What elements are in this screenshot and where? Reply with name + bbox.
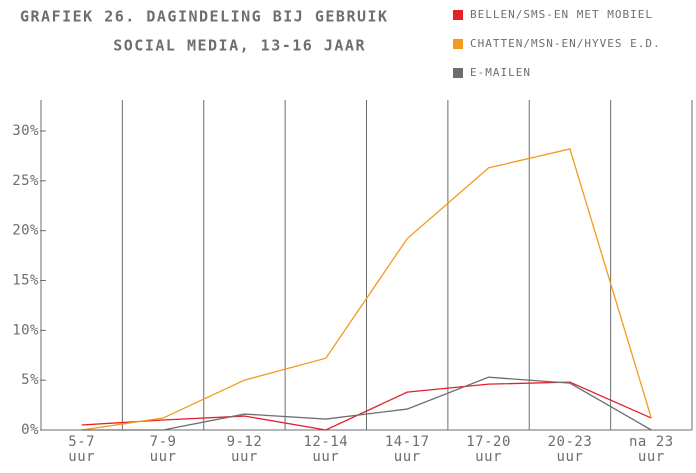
x-tick-label: na 23 uur: [629, 434, 674, 465]
legend-label: E-MAILEN: [470, 66, 531, 79]
legend-label: CHATTEN/MSN-EN/HYVES E.D.: [470, 37, 661, 50]
y-tick-label: 5%: [21, 372, 39, 388]
legend-label: BELLEN/SMS-EN MET MOBIEL: [470, 8, 653, 21]
y-tick-label: 15%: [12, 273, 39, 289]
legend-swatch: [453, 10, 463, 20]
chart-title: SOCIAL MEDIA, 13-16 JAAR: [113, 37, 366, 55]
x-tick-label: 14-17 uur: [385, 434, 430, 465]
x-tick-label: 12-14 uur: [303, 434, 348, 465]
y-tick-label: 0%: [21, 422, 39, 438]
y-tick-label: 20%: [12, 223, 39, 239]
series-line: [81, 148, 652, 431]
legend-swatch: [453, 68, 463, 78]
legend-swatch: [453, 39, 463, 49]
y-tick-label: 10%: [12, 322, 39, 338]
y-tick-label: 30%: [12, 123, 39, 139]
x-tick-label: 7-9 uur: [150, 434, 177, 465]
x-tick-label: 5-7 uur: [68, 434, 95, 465]
x-tick-label: 17-20 uur: [466, 434, 511, 465]
chart-title: GRAFIEK 26. DAGINDELING BIJ GEBRUIK: [20, 8, 389, 26]
x-tick-label: 9-12 uur: [227, 434, 263, 465]
y-tick-label: 25%: [12, 173, 39, 189]
x-tick-label: 20-23 uur: [548, 434, 593, 465]
series-line: [81, 376, 652, 431]
